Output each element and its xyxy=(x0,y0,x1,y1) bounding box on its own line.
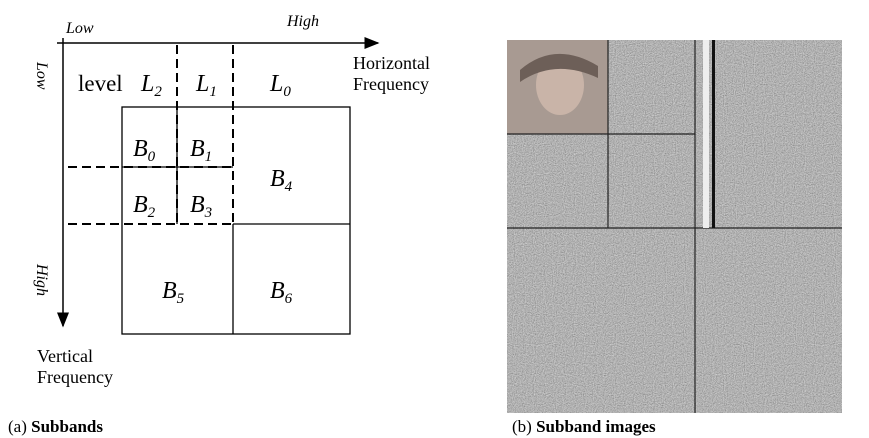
caption-text: Subband images xyxy=(536,417,656,436)
symbol: B3 xyxy=(190,192,212,221)
axis-label: Horizontal xyxy=(353,53,430,73)
symbol: B4 xyxy=(270,166,293,195)
axis-label: Vertical xyxy=(37,346,93,366)
symbol-letter: B xyxy=(133,136,148,162)
symbol: B5 xyxy=(162,278,185,307)
symbol-letter: B xyxy=(270,278,285,304)
symbol-subscript: 2 xyxy=(148,205,156,221)
symbol-subscript: 2 xyxy=(154,84,162,100)
symbol: L1 xyxy=(195,71,217,100)
symbol-letter: L xyxy=(195,71,209,97)
outer-box xyxy=(122,107,350,334)
symbol-subscript: 3 xyxy=(204,205,213,221)
symbol-letter: B xyxy=(162,278,177,304)
level-label: level xyxy=(78,71,123,96)
caption: (b) Subband images xyxy=(512,417,656,436)
axis-high: High xyxy=(286,13,319,30)
symbol-subscript: 5 xyxy=(177,291,185,307)
axis-low: Low xyxy=(65,20,94,37)
axis-label: Frequency xyxy=(37,367,113,387)
caption-tag: (a) xyxy=(8,417,27,436)
edge-feature xyxy=(712,40,715,228)
symbol: B1 xyxy=(190,136,212,165)
symbol: B2 xyxy=(133,192,156,221)
symbol-subscript: 4 xyxy=(285,179,293,195)
symbol-subscript: 1 xyxy=(209,84,217,100)
symbol-letter: B xyxy=(190,192,205,218)
symbol: L0 xyxy=(269,71,291,100)
subband-image xyxy=(507,40,842,413)
symbol-letter: B xyxy=(190,136,205,162)
symbol-letter: B xyxy=(270,166,285,192)
caption-tag: (b) xyxy=(512,417,532,436)
axis-high: High xyxy=(33,263,50,296)
symbol-subscript: 6 xyxy=(285,291,293,307)
symbol-subscript: 1 xyxy=(205,149,213,165)
figure: Low High Horizontal Frequency Low High V… xyxy=(0,0,869,438)
caption: (a) Subbands xyxy=(8,417,103,436)
axis-low: Low xyxy=(33,61,50,90)
axis-label: Frequency xyxy=(353,74,429,94)
symbol-letter: L xyxy=(140,71,154,97)
symbol: B6 xyxy=(270,278,293,307)
caption-text: Subbands xyxy=(31,417,103,436)
symbol-subscript: 0 xyxy=(148,149,156,165)
symbol-letter: B xyxy=(133,192,148,218)
symbol-subscript: 0 xyxy=(283,84,291,100)
symbol: B0 xyxy=(133,136,156,165)
symbol-letter: L xyxy=(269,71,283,97)
symbol: L2 xyxy=(140,71,162,100)
edge-feature xyxy=(703,40,709,228)
